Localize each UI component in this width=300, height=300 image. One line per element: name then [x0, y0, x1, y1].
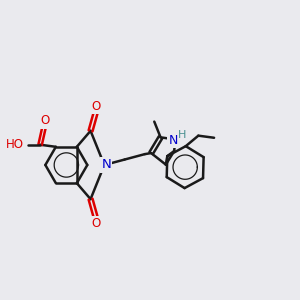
Text: HO: HO [5, 138, 23, 151]
Text: N: N [101, 158, 111, 172]
Text: O: O [40, 114, 50, 128]
Text: H: H [178, 130, 186, 140]
Text: N: N [169, 134, 178, 147]
Text: O: O [91, 217, 100, 230]
Text: O: O [91, 100, 100, 113]
